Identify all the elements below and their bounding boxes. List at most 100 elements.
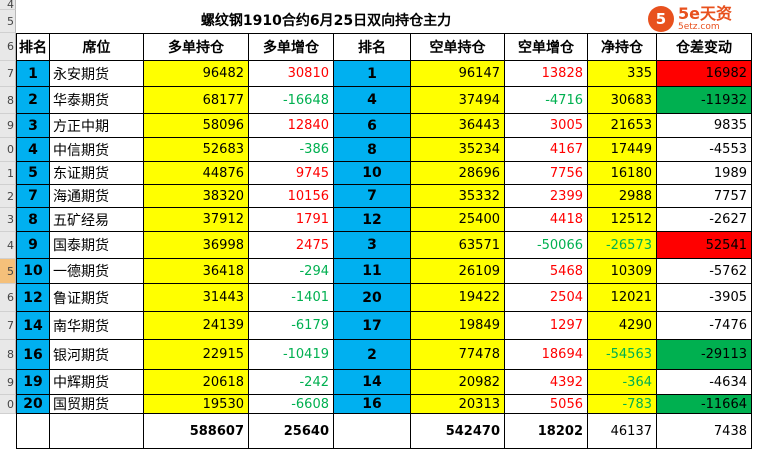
row-header[interactable]: 6: [0, 284, 16, 312]
rank-long-cell[interactable]: 4: [16, 138, 50, 162]
diff-change-cell[interactable]: -2627: [657, 208, 752, 232]
net-position-cell[interactable]: 12021: [588, 284, 657, 312]
row-header[interactable]: 2: [0, 185, 16, 208]
rank-long-cell[interactable]: 12: [16, 284, 50, 312]
net-position-cell[interactable]: 4290: [588, 312, 657, 340]
row-header[interactable]: 9: [0, 370, 16, 395]
net-position-cell[interactable]: -783: [588, 395, 657, 414]
long-change-cell[interactable]: -16648: [249, 87, 334, 114]
rank-long-cell[interactable]: 16: [16, 340, 50, 370]
long-change-cell[interactable]: -386: [249, 138, 334, 162]
row-header[interactable]: 4: [0, 232, 16, 259]
net-position-cell[interactable]: 17449: [588, 138, 657, 162]
long-change-cell[interactable]: 9745: [249, 162, 334, 185]
total-diff-cell[interactable]: 7438: [657, 414, 752, 449]
short-change-cell[interactable]: 5468: [505, 259, 588, 284]
total-net-cell[interactable]: 46137: [588, 414, 657, 449]
long-position-cell[interactable]: 24139: [144, 312, 249, 340]
row-header[interactable]: 5: [0, 259, 16, 284]
seat-cell[interactable]: 一德期货: [50, 259, 144, 284]
short-change-cell[interactable]: 1297: [505, 312, 588, 340]
long-change-cell[interactable]: -6608: [249, 395, 334, 414]
long-change-cell[interactable]: -6179: [249, 312, 334, 340]
net-position-cell[interactable]: 21653: [588, 114, 657, 138]
row-header[interactable]: 8: [0, 340, 16, 370]
rank-long-cell[interactable]: 3: [16, 114, 50, 138]
row-header[interactable]: 8: [0, 87, 16, 114]
short-position-cell[interactable]: 35332: [411, 185, 505, 208]
rank-long-cell[interactable]: 20: [16, 395, 50, 414]
long-position-cell[interactable]: 38320: [144, 185, 249, 208]
short-change-cell[interactable]: 2399: [505, 185, 588, 208]
rank-long-cell[interactable]: 5: [16, 162, 50, 185]
rank-short-cell[interactable]: 12: [334, 208, 411, 232]
rank-long-cell[interactable]: 19: [16, 370, 50, 395]
net-position-cell[interactable]: 2988: [588, 185, 657, 208]
short-position-cell[interactable]: 77478: [411, 340, 505, 370]
short-position-cell[interactable]: 19422: [411, 284, 505, 312]
diff-change-cell[interactable]: 9835: [657, 114, 752, 138]
seat-cell[interactable]: 中辉期货: [50, 370, 144, 395]
rank-short-cell[interactable]: 3: [334, 232, 411, 259]
short-position-cell[interactable]: 96147: [411, 61, 505, 87]
seat-cell[interactable]: 永安期货: [50, 61, 144, 87]
row-header[interactable]: 7: [0, 312, 16, 340]
total-empty-cell[interactable]: [50, 414, 144, 449]
rank-short-cell[interactable]: 16: [334, 395, 411, 414]
long-change-cell[interactable]: 10156: [249, 185, 334, 208]
rank-short-cell[interactable]: 1: [334, 61, 411, 87]
short-position-cell[interactable]: 37494: [411, 87, 505, 114]
rank-short-cell[interactable]: 11: [334, 259, 411, 284]
long-position-cell[interactable]: 37912: [144, 208, 249, 232]
short-change-cell[interactable]: 4167: [505, 138, 588, 162]
net-position-cell[interactable]: 10309: [588, 259, 657, 284]
diff-change-cell[interactable]: 52541: [657, 232, 752, 259]
seat-cell[interactable]: 中信期货: [50, 138, 144, 162]
total-short-change-cell[interactable]: 18202: [505, 414, 588, 449]
row-header[interactable]: 4: [0, 0, 16, 10]
rank-long-cell[interactable]: 2: [16, 87, 50, 114]
diff-change-cell[interactable]: 1989: [657, 162, 752, 185]
seat-cell[interactable]: 银河期货: [50, 340, 144, 370]
long-position-cell[interactable]: 36418: [144, 259, 249, 284]
diff-change-cell[interactable]: -11932: [657, 87, 752, 114]
short-position-cell[interactable]: 36443: [411, 114, 505, 138]
short-change-cell[interactable]: 18694: [505, 340, 588, 370]
header-seat[interactable]: 席位: [50, 33, 144, 61]
long-change-cell[interactable]: -242: [249, 370, 334, 395]
short-position-cell[interactable]: 19849: [411, 312, 505, 340]
short-change-cell[interactable]: 4392: [505, 370, 588, 395]
short-change-cell[interactable]: 13828: [505, 61, 588, 87]
rank-short-cell[interactable]: 4: [334, 87, 411, 114]
row-header[interactable]: 0: [0, 395, 16, 414]
header-rank-short[interactable]: 排名: [334, 33, 411, 61]
row-header[interactable]: 3: [0, 208, 16, 232]
net-position-cell[interactable]: 30683: [588, 87, 657, 114]
short-position-cell[interactable]: 20313: [411, 395, 505, 414]
short-change-cell[interactable]: 5056: [505, 395, 588, 414]
diff-change-cell[interactable]: -11664: [657, 395, 752, 414]
net-position-cell[interactable]: 16180: [588, 162, 657, 185]
long-change-cell[interactable]: 1791: [249, 208, 334, 232]
net-position-cell[interactable]: 335: [588, 61, 657, 87]
long-position-cell[interactable]: 20618: [144, 370, 249, 395]
seat-cell[interactable]: 华泰期货: [50, 87, 144, 114]
short-change-cell[interactable]: -50066: [505, 232, 588, 259]
diff-change-cell[interactable]: -4634: [657, 370, 752, 395]
seat-cell[interactable]: 国泰期货: [50, 232, 144, 259]
total-long-cell[interactable]: 588607: [144, 414, 249, 449]
row-header[interactable]: 9: [0, 114, 16, 138]
short-change-cell[interactable]: 7756: [505, 162, 588, 185]
total-short-cell[interactable]: 542470: [411, 414, 505, 449]
rank-short-cell[interactable]: 20: [334, 284, 411, 312]
rank-short-cell[interactable]: 2: [334, 340, 411, 370]
header-long[interactable]: 多单持仓: [144, 33, 249, 61]
seat-cell[interactable]: 方正中期: [50, 114, 144, 138]
long-position-cell[interactable]: 68177: [144, 87, 249, 114]
long-change-cell[interactable]: 12840: [249, 114, 334, 138]
seat-cell[interactable]: 东证期货: [50, 162, 144, 185]
rank-short-cell[interactable]: 10: [334, 162, 411, 185]
header-short-change[interactable]: 空单增仓: [505, 33, 588, 61]
long-position-cell[interactable]: 19530: [144, 395, 249, 414]
rank-long-cell[interactable]: 7: [16, 185, 50, 208]
